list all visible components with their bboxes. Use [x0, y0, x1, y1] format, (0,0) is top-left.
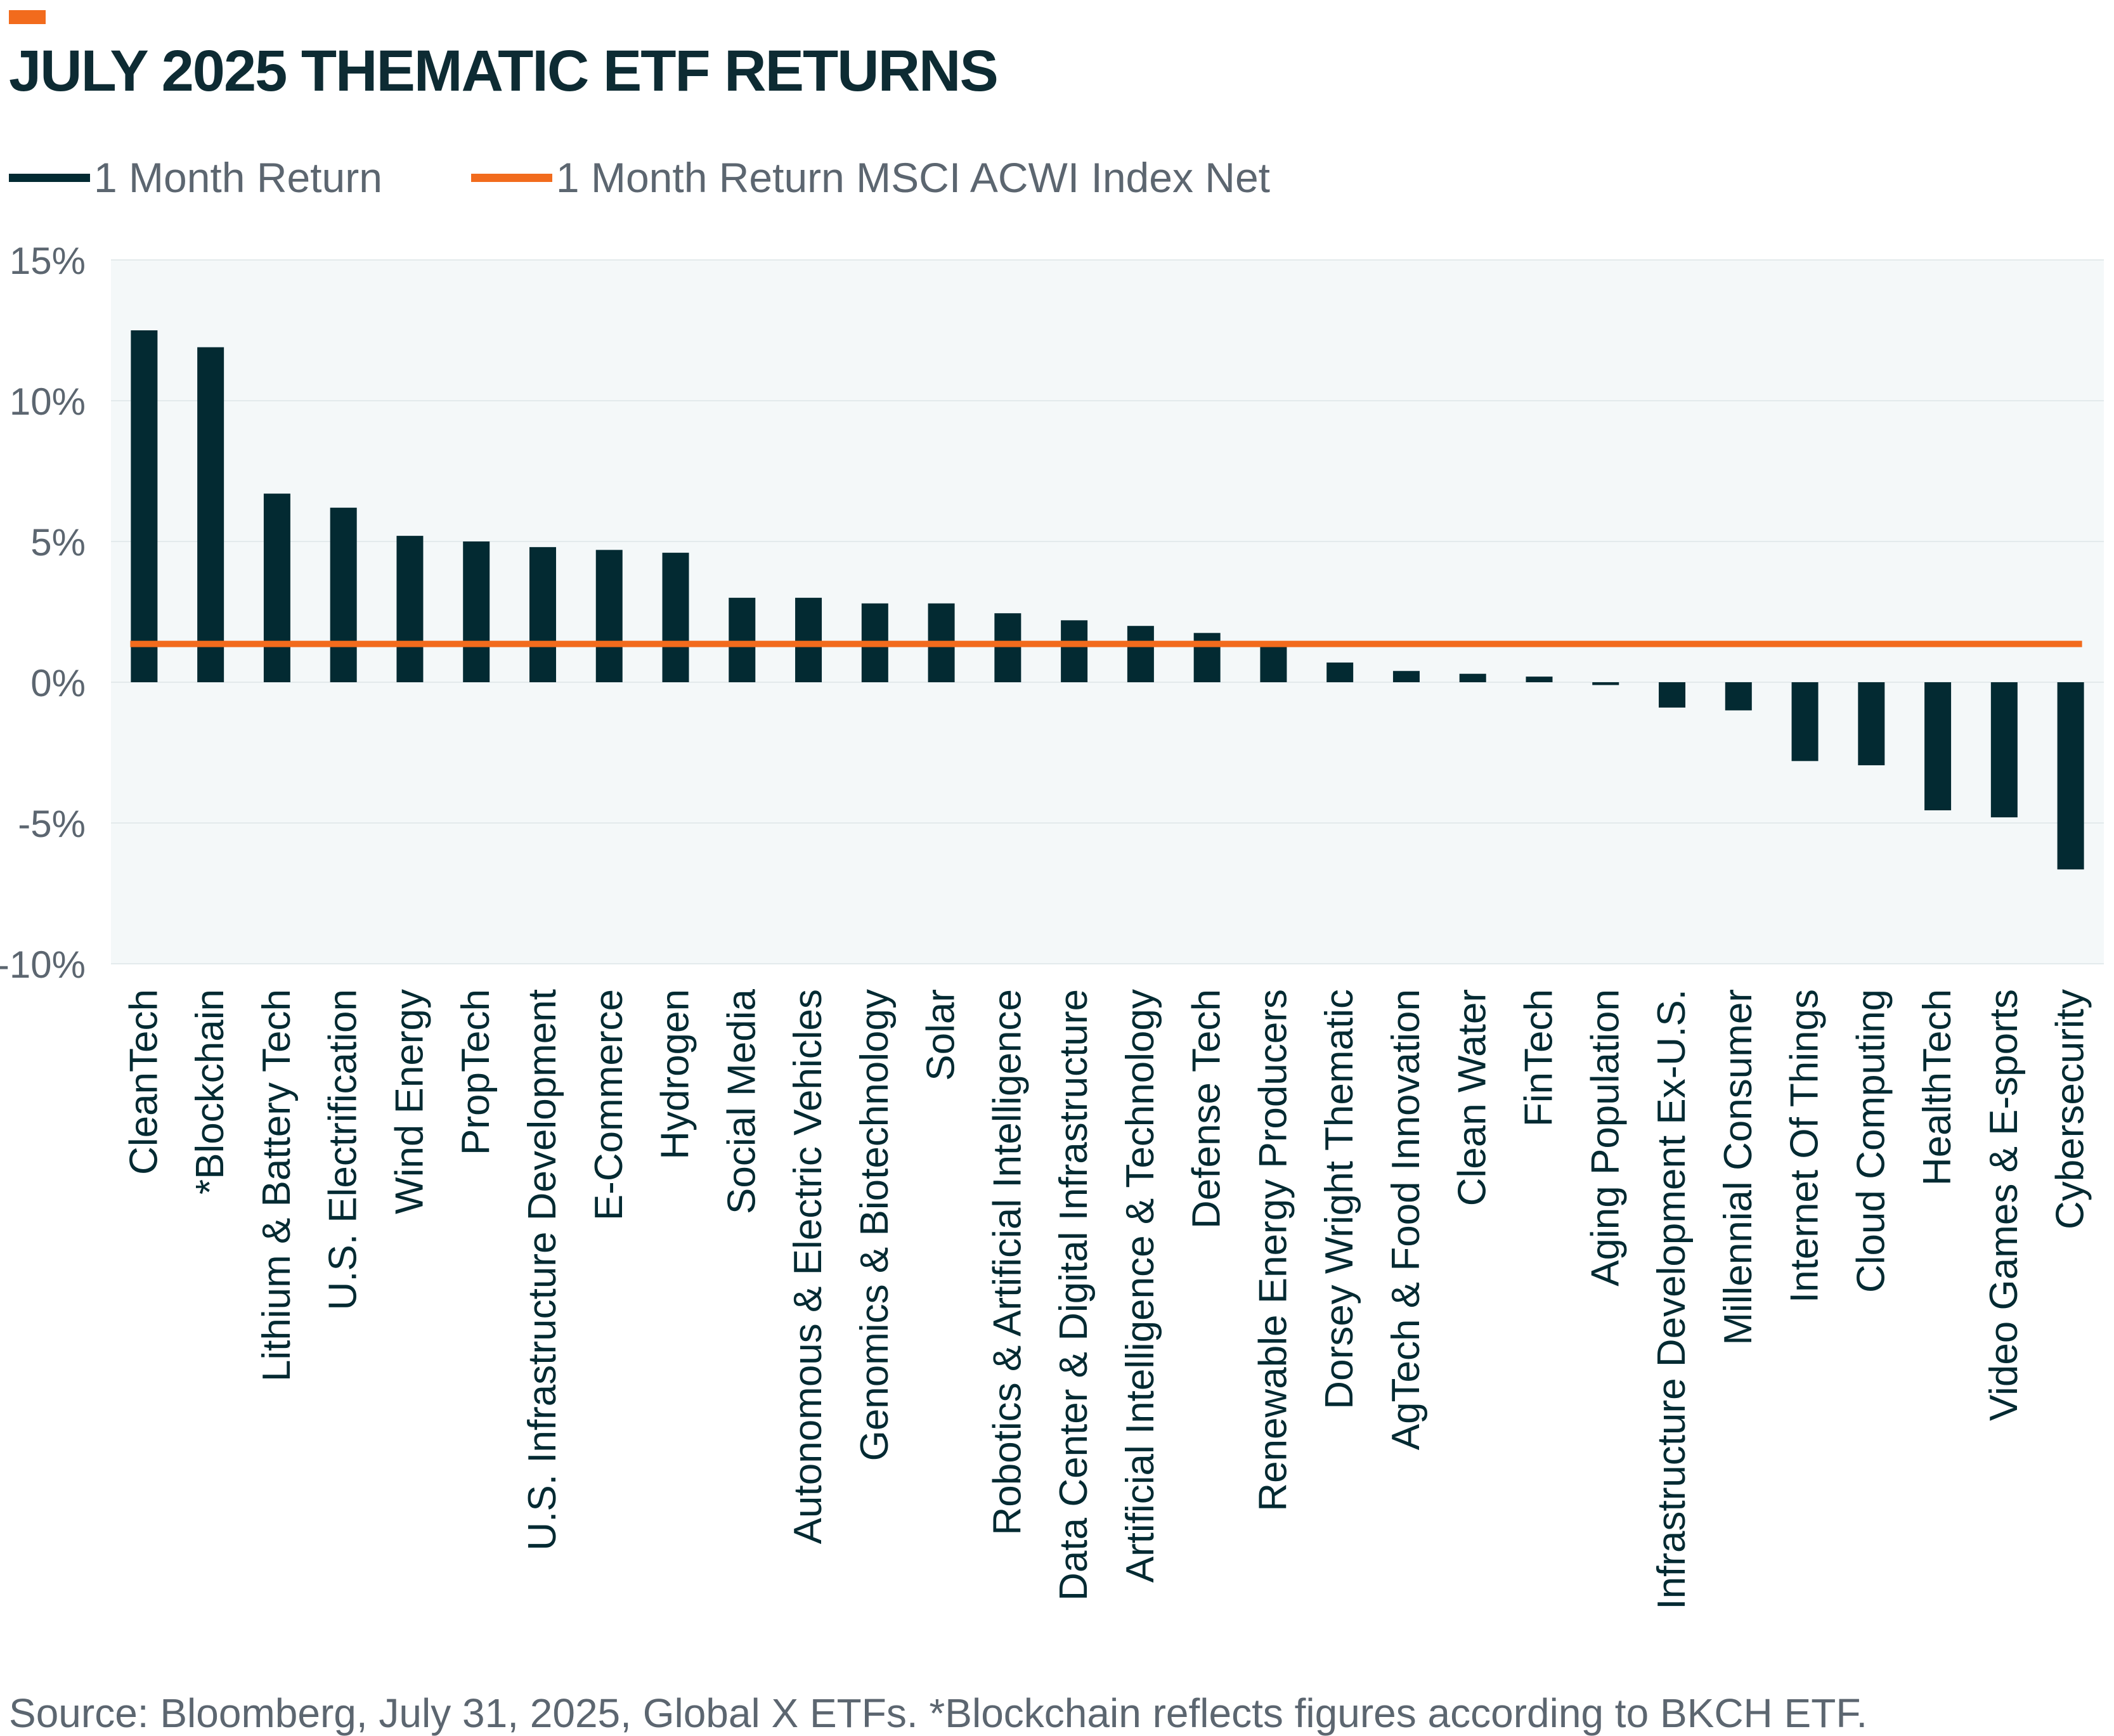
x-tick-label: FinTech	[1517, 989, 1560, 1127]
source-note: Source: Bloomberg, July 31, 2025, Global…	[9, 1690, 1868, 1736]
bar	[330, 507, 357, 682]
x-tick-label: Video Games & E-sports	[1982, 989, 2026, 1421]
x-tick-label: U.S. Infrastructure Development	[521, 989, 564, 1551]
plot-area	[111, 260, 2104, 964]
bar	[463, 541, 490, 682]
legend-item-fund-return: 1 Month Return	[9, 153, 382, 202]
bar	[1127, 626, 1154, 682]
x-tick-label: Autonomous & Electric Vehicles	[786, 989, 830, 1544]
y-tick-label: 15%	[10, 240, 86, 282]
x-tick-label: Robotics & Artificial Intelligence	[985, 989, 1029, 1536]
bar	[1659, 682, 1686, 708]
x-tick-label: Renewable Energy Producers	[1251, 989, 1295, 1512]
bar	[263, 493, 290, 682]
bar	[529, 547, 556, 682]
y-tick-label: 5%	[30, 521, 86, 564]
bar	[1858, 682, 1885, 765]
legend-swatch-orange-line	[470, 173, 552, 182]
x-tick-label: PropTech	[454, 989, 498, 1155]
bar	[1326, 662, 1354, 682]
y-tick-label: -5%	[18, 803, 86, 845]
bar	[1392, 671, 1420, 682]
bar	[396, 536, 424, 682]
x-tick-label: CleanTech	[122, 989, 165, 1175]
x-axis-labels: CleanTech *Blockchain Lithium & Battery Te…	[122, 988, 2092, 1609]
legend-label-index-return: 1 Month Return MSCI ACWI Index Net	[555, 154, 1271, 201]
bar	[1592, 682, 1619, 685]
x-tick-label: Defense Tech	[1185, 989, 1229, 1229]
bar	[595, 550, 623, 682]
x-tick-label: Lithium & Battery Tech	[255, 989, 299, 1382]
y-axis-ticks: 15% 10% 5% 0% -5% -10%	[0, 240, 86, 986]
y-tick-label: 10%	[10, 380, 86, 423]
bar	[662, 552, 689, 682]
bar	[1725, 682, 1752, 711]
chart-title: JULY 2025 THEMATIC ETF RETURNS	[9, 39, 999, 103]
x-tick-label: Wind Energy	[387, 989, 431, 1214]
x-tick-label: E-Commerce	[587, 989, 631, 1221]
bar	[1459, 673, 1486, 682]
x-tick-label: *Blockchain	[188, 989, 232, 1195]
x-tick-label: Millennial Consumer	[1716, 989, 1760, 1345]
bar	[1791, 682, 1819, 761]
x-tick-label: Cloud Computing	[1849, 989, 1893, 1293]
x-tick-label: Data Center & Digital Infrastructure	[1052, 989, 1096, 1601]
bar	[197, 347, 224, 682]
bar	[795, 597, 822, 682]
bars	[131, 330, 2084, 870]
bar	[994, 613, 1021, 682]
bar	[2057, 682, 2084, 870]
legend-label-fund-return: 1 Month Return	[94, 154, 382, 201]
legend-item-index-return: 1 Month Return MSCI ACWI Index Net	[470, 153, 1271, 202]
bar	[729, 597, 756, 682]
legend: 1 Month Return 1 Month Return MSCI ACWI …	[9, 152, 1270, 203]
x-tick-label: Genomics & Biotechnology	[853, 989, 897, 1461]
bar	[1193, 633, 1221, 682]
x-tick-label: Hydrogen	[654, 989, 697, 1160]
x-tick-label: Solar	[919, 989, 963, 1081]
bar	[1260, 645, 1287, 682]
bar	[1061, 620, 1088, 682]
x-tick-label: Cybersecurity	[2049, 989, 2092, 1229]
gridlines	[111, 259, 2104, 964]
bar	[131, 330, 158, 682]
legend-swatch-dark-line	[9, 173, 90, 182]
x-tick-label: Infrastructure Development Ex-U.S.	[1650, 989, 1694, 1610]
x-tick-label: Dorsey Wright Thematic	[1318, 989, 1361, 1409]
x-tick-label: Artificial Intelligence & Technology	[1119, 989, 1162, 1583]
x-tick-label: Social Media	[720, 988, 763, 1214]
bar	[1526, 677, 1553, 682]
accent-bar	[9, 10, 46, 24]
x-tick-label: Aging Population	[1583, 989, 1627, 1286]
x-tick-label: Internet Of Things	[1783, 989, 1827, 1303]
x-tick-label: AgTech & Food Innovation	[1384, 989, 1428, 1450]
y-tick-label: 0%	[30, 662, 86, 704]
x-tick-label: U.S. Electrification	[321, 989, 365, 1311]
bar	[1990, 682, 2018, 818]
y-tick-label: -10%	[0, 943, 86, 986]
bar	[1924, 682, 1952, 811]
x-tick-label: Clean Water	[1451, 989, 1495, 1206]
x-tick-label: HealthTech	[1916, 989, 1959, 1186]
